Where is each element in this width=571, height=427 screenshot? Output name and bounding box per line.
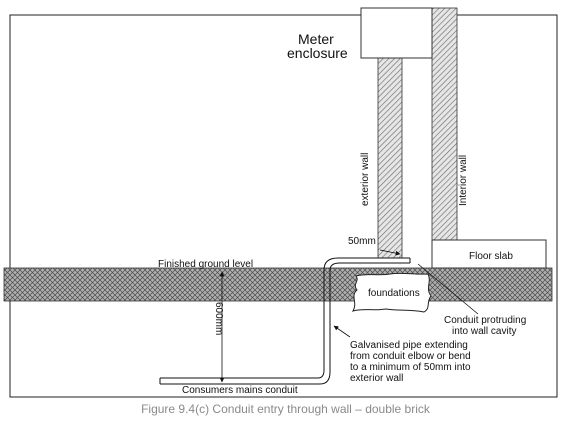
galvanised-label-4: exterior wall <box>350 373 403 384</box>
meter-label-line2: enclosure <box>287 45 348 61</box>
leader-galvanised-pipe <box>333 325 351 338</box>
interior-wall-label: Interior wall <box>458 155 469 206</box>
conduit-pipe-outer <box>160 262 410 385</box>
exterior-wall-label: exterior wall <box>360 153 371 206</box>
diagram-frame <box>9 14 558 398</box>
meter-enclosure-box <box>360 7 433 59</box>
ground-band <box>3 267 553 302</box>
floor-slab-label: Floor slab <box>469 251 513 262</box>
meter-label-line1: Meter <box>298 31 334 47</box>
foundations-label: foundations <box>368 288 420 299</box>
foundations-shape <box>351 272 432 313</box>
galvanised-label-2: from conduit elbow or bend <box>350 351 471 362</box>
leader-conduit-protruding <box>417 263 479 315</box>
conduit-entry-diagram: Meter enclosure exterior wall Interior w… <box>3 7 558 398</box>
conduit-protruding-label-2: into wall cavity <box>452 326 516 337</box>
floor-slab-box <box>431 239 547 269</box>
galvanised-label-3: to a minimum of 50mm into <box>350 362 471 373</box>
dim-50mm-arrow <box>379 249 401 256</box>
finished-ground-label: Finished ground level <box>158 259 253 270</box>
conduit-pipe-inner <box>160 257 410 379</box>
dim-600mm-label: 600mm <box>213 302 224 335</box>
dim-50mm-label: 50mm <box>348 236 376 247</box>
exterior-wall <box>377 57 403 259</box>
consumers-mains-label: Consumers mains conduit <box>182 385 298 396</box>
galvanised-label-1: Galvanised pipe extending <box>350 340 468 351</box>
figure-caption: Figure 9.4(c) Conduit entry through wall… <box>141 402 430 416</box>
interior-wall <box>431 7 458 241</box>
conduit-protruding-label-1: Conduit protruding <box>444 315 526 326</box>
